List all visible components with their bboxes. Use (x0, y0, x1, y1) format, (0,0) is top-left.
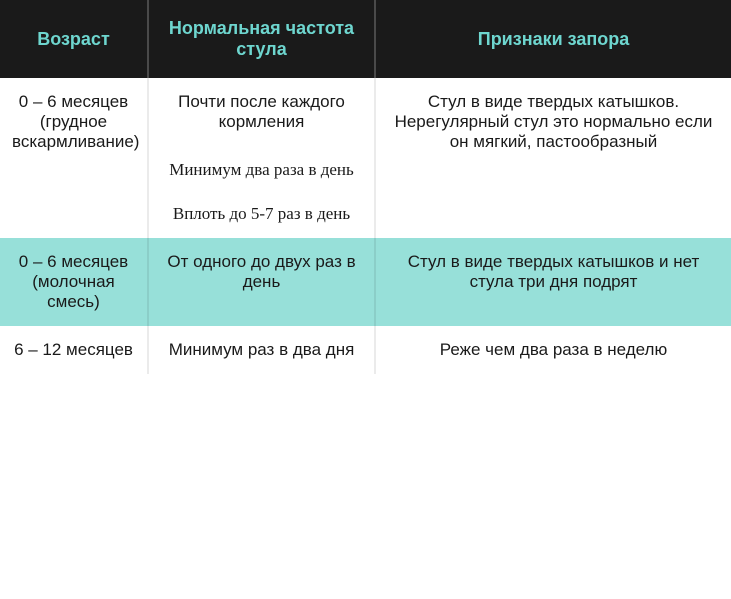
table-header-row: Возраст Нормальная частота стула Признак… (0, 0, 731, 78)
cell-frequency: Почти после каждого кормления Минимум дв… (148, 78, 375, 238)
cell-frequency: От одного до двух раз в день (148, 238, 375, 326)
table-row: 0 – 6 месяцев (молочная смесь) От одного… (0, 238, 731, 326)
stool-frequency-table: Возраст Нормальная частота стула Признак… (0, 0, 731, 374)
table-row: 6 – 12 месяцев Минимум раз в два дня Реж… (0, 326, 731, 374)
freq-sub2: Вплоть до 5-7 раз в день (161, 204, 362, 224)
header-frequency: Нормальная частота стула (148, 0, 375, 78)
cell-frequency: Минимум раз в два дня (148, 326, 375, 374)
header-signs: Признаки запора (375, 0, 731, 78)
cell-signs: Стул в виде твердых катышков. Нерегулярн… (375, 78, 731, 238)
header-age: Возраст (0, 0, 148, 78)
cell-age: 0 – 6 месяцев (грудное вскармливание) (0, 78, 148, 238)
cell-signs: Стул в виде твердых катышков и нет стула… (375, 238, 731, 326)
table-row: 0 – 6 месяцев (грудное вскармливание) По… (0, 78, 731, 238)
cell-signs: Реже чем два раза в неделю (375, 326, 731, 374)
freq-main: Почти после каждого кормления (161, 92, 362, 132)
cell-age: 6 – 12 месяцев (0, 326, 148, 374)
freq-sub1: Минимум два раза в день (161, 160, 362, 180)
cell-age: 0 – 6 месяцев (молочная смесь) (0, 238, 148, 326)
